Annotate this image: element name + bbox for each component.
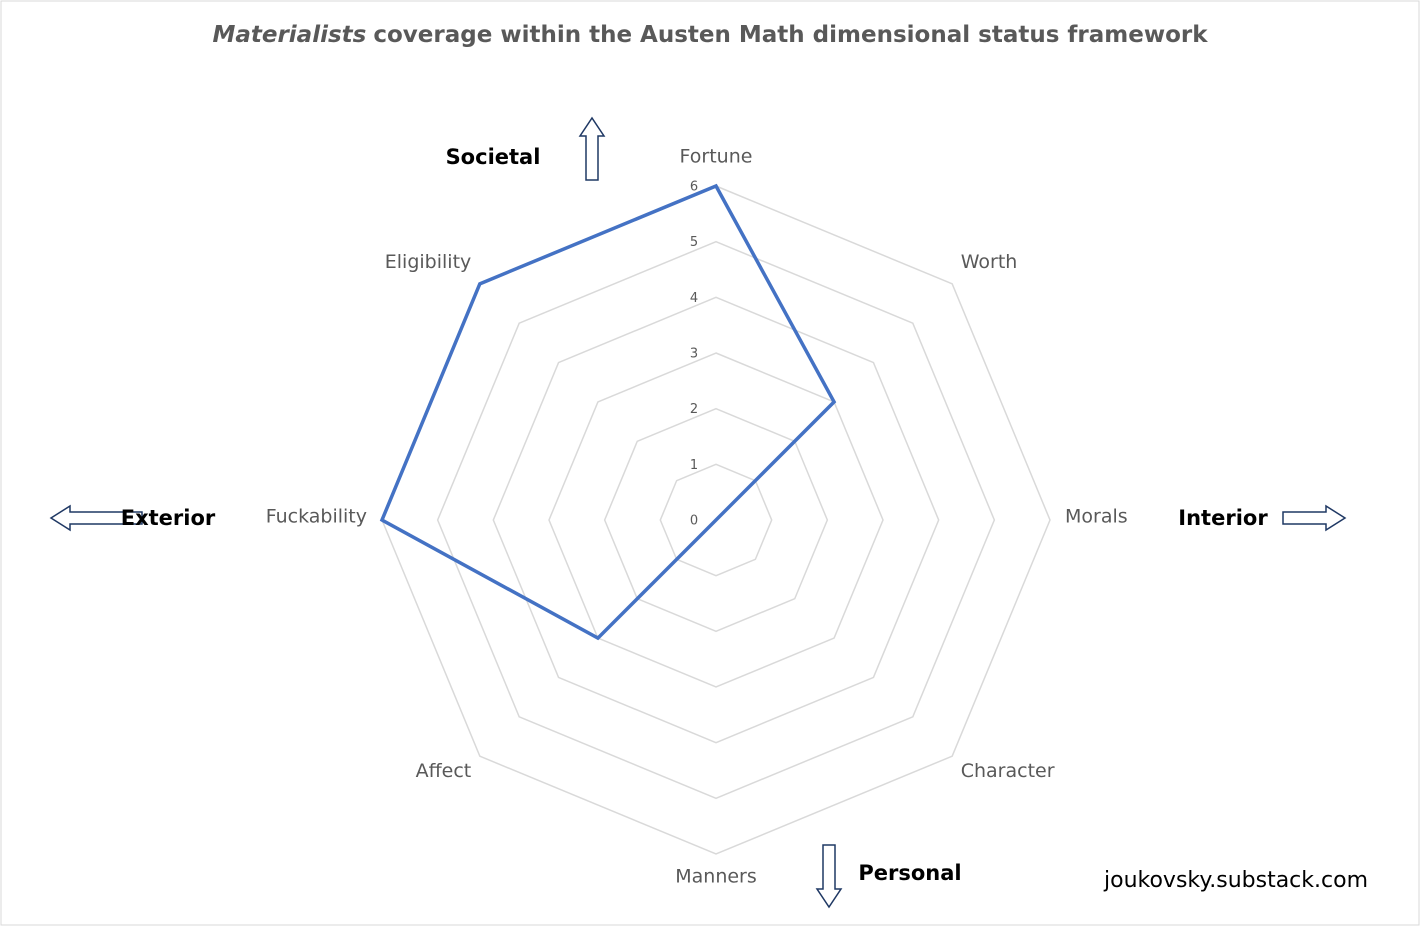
category-label: Affect <box>416 760 472 782</box>
category-label: Fuckability <box>266 506 367 528</box>
chart-title: Materialists coverage within the Austen M… <box>212 22 1208 48</box>
grid-ring <box>436 240 996 800</box>
annotation: Exterior <box>121 506 216 530</box>
arrow-down <box>815 844 843 909</box>
grid-ring <box>659 463 773 577</box>
footer: joukovsky.substack.com <box>1103 868 1368 893</box>
category-label: Eligibility <box>385 251 472 273</box>
grid-ring <box>492 296 940 744</box>
category-label: Worth <box>961 251 1018 273</box>
category-label: Morals <box>1065 506 1128 528</box>
r-tick-label: 6 <box>690 180 698 195</box>
annotation: Interior <box>1178 506 1268 530</box>
r-tick-label: 0 <box>690 514 698 529</box>
r-tick-label: 1 <box>690 458 698 473</box>
category-label: Character <box>961 760 1055 782</box>
category-label: Manners <box>675 866 757 888</box>
annotation: Personal <box>858 861 961 885</box>
r-tick-label: 3 <box>690 347 698 362</box>
title-rest: coverage within the Austen Math dimensio… <box>373 22 1208 48</box>
annotation: Societal <box>446 145 541 169</box>
arrow-up <box>578 116 606 181</box>
r-tick-label: 5 <box>690 235 698 250</box>
grid-ring <box>548 352 884 688</box>
arrow-right <box>1282 504 1347 532</box>
title-italic: Materialists <box>212 22 366 48</box>
series-line <box>379 183 837 641</box>
arrow-left <box>49 504 143 532</box>
r-tick-label: 2 <box>690 402 698 417</box>
category-label: Fortune <box>680 146 753 168</box>
grid-ring <box>603 407 829 633</box>
r-tick-label: 4 <box>690 291 698 306</box>
